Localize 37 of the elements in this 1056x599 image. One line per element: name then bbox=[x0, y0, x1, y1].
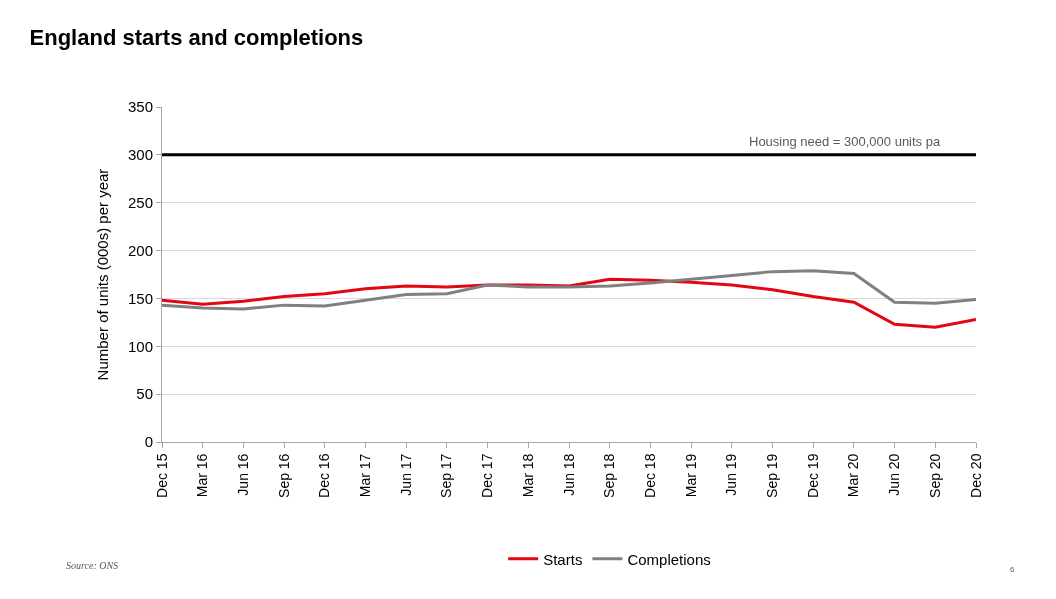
x-tick-label: Dec 19 bbox=[804, 453, 821, 498]
x-tick-label: Dec 20 bbox=[967, 453, 984, 498]
x-tick-label: Dec 15 bbox=[153, 453, 170, 498]
ref-line-label: Housing need = 300,000 units pa bbox=[749, 134, 941, 149]
x-tick-label: Jun 17 bbox=[397, 453, 414, 496]
x-tick-label: Sep 20 bbox=[926, 453, 943, 498]
y-tick-label: 250 bbox=[127, 193, 153, 211]
x-tick-label: Jun 16 bbox=[234, 453, 251, 496]
x-tick-label: Sep 17 bbox=[438, 453, 455, 498]
y-tick-label: 300 bbox=[127, 146, 153, 164]
y-tick-label: 50 bbox=[136, 385, 153, 403]
x-tick-label: Jun 18 bbox=[560, 453, 577, 496]
chart-title: England starts and completions bbox=[29, 25, 364, 51]
x-tick-label: Mar 17 bbox=[357, 453, 374, 498]
x-tick-label: Jun 19 bbox=[723, 453, 740, 496]
text: 6 bbox=[1010, 565, 1015, 574]
y-axis-title: Number of units (000s) per year bbox=[94, 168, 112, 381]
x-tick-label: Mar 16 bbox=[194, 453, 211, 498]
x-tick-label: Dec 18 bbox=[641, 453, 658, 498]
x-tick-label: Mar 20 bbox=[845, 453, 862, 498]
x-tick-label: Jun 20 bbox=[886, 453, 903, 496]
y-tick-label: 150 bbox=[127, 289, 153, 307]
x-tick-label: Sep 19 bbox=[764, 453, 781, 498]
x-tick-label: Dec 17 bbox=[479, 453, 496, 498]
x-tick-label: Sep 18 bbox=[601, 453, 618, 498]
y-tick-label: 0 bbox=[144, 433, 153, 451]
y-tick-label: 200 bbox=[127, 241, 153, 259]
source-note: Source: ONS bbox=[66, 560, 119, 571]
x-tick-label: Mar 18 bbox=[519, 453, 536, 498]
y-tick-label: 100 bbox=[127, 337, 153, 355]
line-series bbox=[162, 269, 976, 311]
legend-label: Completions bbox=[627, 550, 711, 568]
x-tick-label: Mar 19 bbox=[682, 453, 699, 498]
legend-label: Starts bbox=[543, 550, 583, 568]
x-tick-label: Sep 16 bbox=[275, 453, 292, 498]
y-tick-label: 350 bbox=[127, 98, 153, 116]
x-tick-label: Dec 16 bbox=[316, 453, 333, 498]
